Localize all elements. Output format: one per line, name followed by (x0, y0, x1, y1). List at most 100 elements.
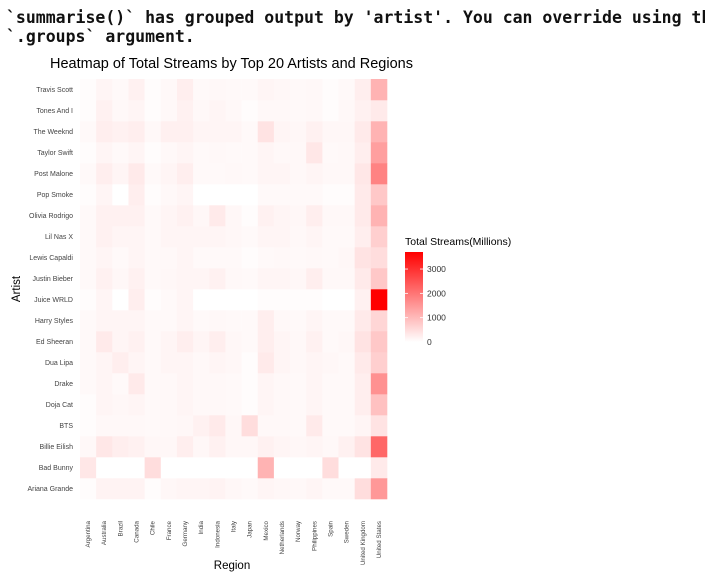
y-tick-label: Harry Styles (35, 318, 74, 325)
heatmap-cell (322, 457, 339, 479)
y-axis-ticks: Ariana Grande Bad Bunny Billie Eilish BTS Do… (27, 87, 73, 493)
heatmap-cell (241, 331, 259, 353)
y-axis-title: Artist (11, 275, 23, 302)
heatmap-cell (225, 163, 242, 185)
heatmap-cell (160, 226, 178, 248)
heatmap-cell (160, 247, 178, 269)
heatmap-cell (257, 415, 275, 437)
heatmap-cell (193, 436, 210, 458)
heatmap-cell (209, 331, 226, 353)
heatmap-cell (96, 394, 113, 416)
heatmap-cell (112, 247, 129, 269)
heatmap-cell (241, 142, 259, 164)
legend-colorbar (405, 252, 423, 342)
legend-tick-label: 0 (427, 337, 432, 347)
heatmap-cell (370, 373, 388, 395)
heatmap-cell (225, 415, 242, 437)
heatmap-cell (193, 226, 210, 248)
heatmap-cell (370, 100, 388, 122)
y-tick-label: Post Malone (34, 171, 73, 178)
heatmap-cell (225, 478, 242, 500)
heatmap-cell (257, 100, 275, 122)
y-tick-label: The Weeknd (33, 129, 73, 136)
console-line-2: `.groups` argument. (6, 27, 195, 46)
x-tick-label: Italy (231, 520, 238, 532)
heatmap-cell (160, 205, 178, 227)
heatmap-cell (160, 457, 178, 479)
heatmap-cell (209, 415, 226, 437)
heatmap-cell (354, 247, 372, 269)
heatmap-cell (322, 268, 339, 290)
heatmap-cell (290, 226, 307, 248)
heatmap-cell (144, 184, 162, 206)
heatmap-cell (354, 352, 372, 374)
heatmap-cell (290, 268, 307, 290)
y-tick-label: Pop Smoke (37, 192, 73, 199)
heatmap-cell (160, 478, 178, 500)
heatmap-cell (96, 226, 113, 248)
heatmap-cell (241, 373, 259, 395)
heatmap-cell (273, 226, 291, 248)
heatmap-cell (193, 415, 210, 437)
heatmap-cell (209, 373, 226, 395)
heatmap-cell (322, 205, 339, 227)
heatmap-cell (176, 289, 194, 311)
heatmap-cell (96, 100, 113, 122)
heatmap-cell (241, 163, 259, 185)
heatmap-cell (193, 79, 210, 101)
x-tick-label: Argentina (85, 520, 92, 547)
heatmap-cell (370, 394, 388, 416)
heatmap-cell (354, 457, 372, 479)
heatmap-cell (144, 205, 162, 227)
heatmap-cell (209, 394, 226, 416)
heatmap-cell (112, 331, 129, 353)
heatmap-cell (144, 79, 162, 101)
heatmap-cell (80, 226, 97, 248)
heatmap-cell (370, 205, 388, 227)
heatmap-cell (112, 142, 129, 164)
heatmap-cell (338, 394, 355, 416)
heatmap-cell (225, 352, 242, 374)
heatmap-cell (160, 310, 178, 332)
heatmap-cell (354, 184, 372, 206)
heatmap-cell (176, 331, 194, 353)
heatmap-cell (80, 415, 97, 437)
heatmap-cell (273, 100, 291, 122)
heatmap-cell (370, 457, 388, 479)
heatmap-cell (322, 184, 339, 206)
heatmap-cell (176, 205, 194, 227)
heatmap-cell (225, 268, 242, 290)
heatmap-cell (322, 163, 339, 185)
heatmap-cell (338, 415, 355, 437)
heatmap-cell (370, 331, 388, 353)
heatmap-cell (290, 121, 307, 143)
x-tick-label: Spain (327, 520, 334, 536)
heatmap-cell (225, 289, 242, 311)
heatmap-cell (160, 436, 178, 458)
heatmap-cell (160, 289, 178, 311)
heatmap-cell (338, 289, 355, 311)
x-tick-label: Sweden (344, 520, 351, 543)
heatmap-cell (273, 289, 291, 311)
heatmap-cell (209, 247, 226, 269)
x-tick-label: Japan (247, 520, 254, 537)
heatmap-cell (112, 457, 129, 479)
heatmap-cell (354, 478, 372, 500)
heatmap-cell (290, 184, 307, 206)
heatmap-cell (322, 331, 339, 353)
heatmap-cell (193, 457, 210, 479)
y-tick-label: Tones And I (36, 108, 73, 115)
heatmap-cell (290, 331, 307, 353)
heatmap-cell (176, 352, 194, 374)
heatmap-cell (225, 142, 242, 164)
heatmap-cell (322, 289, 339, 311)
heatmap-cell (338, 436, 355, 458)
heatmap-cells (80, 79, 388, 500)
heatmap-cell (112, 373, 129, 395)
heatmap-cell (241, 394, 259, 416)
heatmap-cell (306, 142, 323, 164)
heatmap-cell (273, 373, 291, 395)
x-tick-label: United Kingdom (360, 521, 367, 565)
heatmap-cell (273, 331, 291, 353)
heatmap-cell (209, 436, 226, 458)
